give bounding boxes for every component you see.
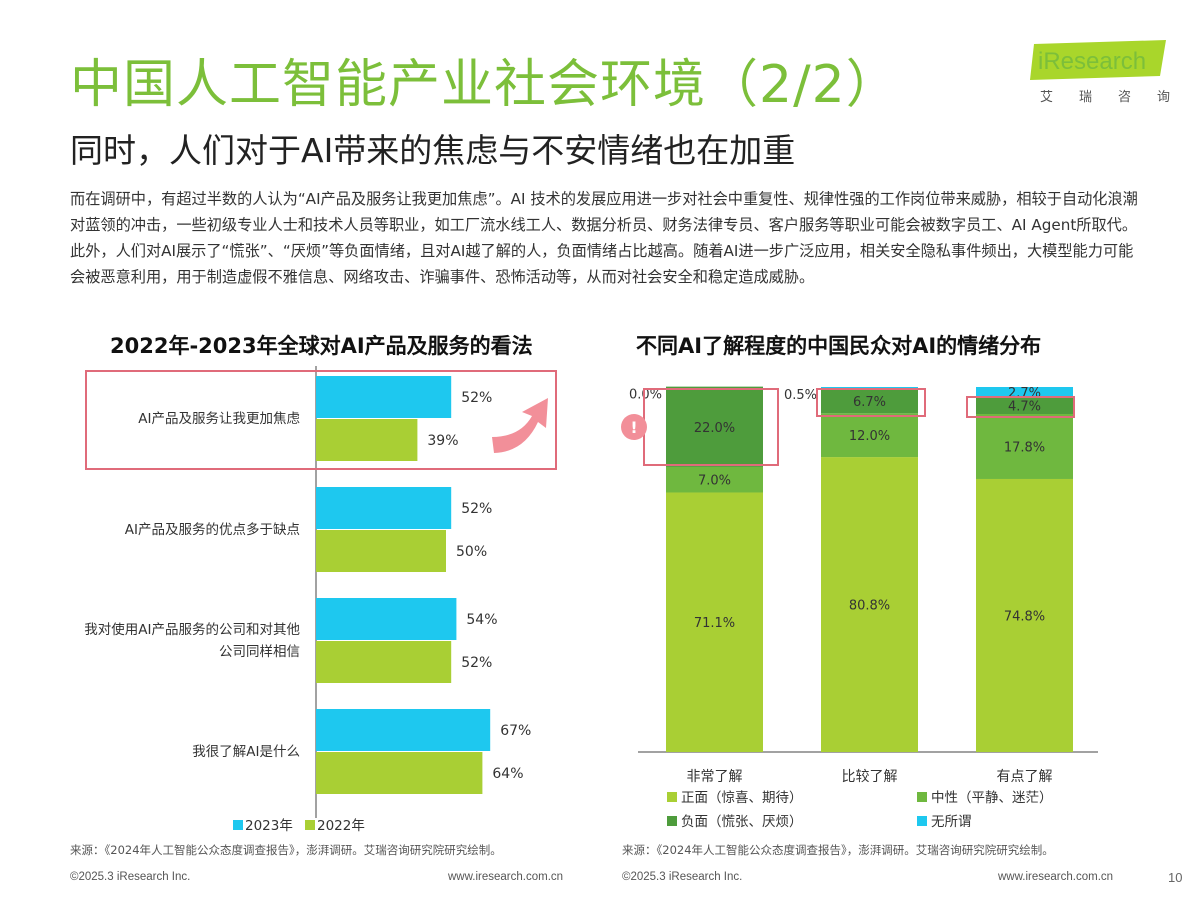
legend-swatch (667, 816, 677, 826)
footer-copyright-left: ©2025.3 iResearch Inc. (70, 871, 191, 883)
bar-2023 (316, 709, 491, 751)
right-chart-title: 不同AI了解程度的中国民众对AI的情绪分布 (636, 334, 1042, 358)
logo-word: iResearch (1038, 48, 1147, 75)
footer-copyright-right: ©2025.3 iResearch Inc. (622, 871, 743, 883)
legend-label: 2023年 (245, 818, 293, 834)
bar-value-label: 52% (461, 501, 492, 517)
segment-value-label: 74.8% (1004, 609, 1045, 624)
highlight-box (966, 396, 1075, 418)
stack-segment (821, 387, 918, 389)
stack-segment (821, 457, 918, 752)
warning-icon (621, 414, 647, 440)
legend-label: 正面（惊喜、期待） (681, 790, 803, 806)
bar-2022 (316, 752, 483, 794)
segment-value-label: 17.8% (1004, 440, 1045, 455)
segment-value-label: 7.0% (698, 474, 731, 489)
page-title: 中国人工智能产业社会环境（2/2） (70, 55, 899, 115)
footer-site-left: www.iresearch.com.cn (448, 871, 564, 883)
legend-label: 中性（平静、迷茫） (931, 790, 1053, 806)
legend-swatch (305, 820, 315, 830)
bar-value-label: 52% (461, 390, 492, 406)
intro-paragraph: 而在调研中，有超过半数的人认为“AI产品及服务让我更加焦虑”。AI 技术的发展应… (70, 190, 1138, 286)
legend-label: 负面（慌张、厌烦） (681, 814, 803, 830)
stack-segment (666, 466, 763, 493)
stack-segment (821, 413, 918, 458)
bar-2022 (316, 641, 452, 683)
category-label: AI产品及服务的优点多于缺点 (125, 521, 300, 538)
legend-label: 2022年 (317, 818, 365, 834)
segment-value-label: 2.7% (1008, 386, 1041, 401)
left-source-note: 来源：《2024年人工智能公众态度调查报告》，澎湃调研。艾瑞咨询研究院研究绘制。 (70, 843, 502, 857)
highlight-arrow (492, 398, 548, 453)
stack-segment (976, 387, 1073, 397)
stack-segment (666, 492, 763, 752)
page-number: 10 (1168, 870, 1183, 885)
bar-2023 (316, 376, 452, 418)
segment-value-label: 12.0% (849, 429, 890, 444)
category-label: 公司同样相信 (219, 644, 300, 660)
bar-value-label: 50% (456, 544, 487, 560)
category-label: 非常了解 (687, 769, 743, 785)
left-chart-title: 2022年-2023年全球对AI产品及服务的看法 (110, 334, 533, 358)
footer-site-right: www.iresearch.com.cn (998, 871, 1114, 883)
bar-value-label: 67% (500, 723, 531, 739)
stack-segment (976, 478, 1073, 752)
segment-value-label: 4.7% (1008, 399, 1041, 414)
bar-value-label: 52% (461, 655, 492, 671)
stack-segment (976, 396, 1073, 415)
category-label: AI产品及服务让我更加焦虑 (138, 411, 300, 427)
legend-swatch (233, 820, 243, 830)
stack-segment (976, 414, 1073, 479)
segment-value-label: 71.1% (694, 616, 735, 631)
bar-2023 (316, 598, 457, 640)
bar-2022 (316, 530, 446, 572)
bar-value-label: 39% (427, 433, 458, 449)
highlight-box (85, 370, 557, 470)
category-label: 有点了解 (997, 769, 1053, 785)
category-label: 我很了解AI是什么 (192, 744, 300, 760)
bar-2022 (316, 419, 418, 461)
category-label: 我对使用AI产品服务的公司和对其他 (84, 621, 300, 638)
bar-value-label: 54% (466, 612, 497, 628)
stack-segment (666, 386, 763, 467)
left-bar-chart: AI产品及服务让我更加焦虑 52% 39% AI产品及服务的优点多于缺点 52% 50% 我… (84, 366, 557, 834)
logo-badge (1030, 40, 1166, 80)
legend-swatch (917, 792, 927, 802)
stack-segment (821, 388, 918, 414)
segment-value-label: 0.5% (784, 388, 817, 403)
legend-label: 无所谓 (931, 814, 972, 830)
highlight-box (816, 388, 926, 417)
segment-value-label: 0.0% (629, 388, 662, 403)
segment-value-label: 6.7% (853, 395, 886, 410)
segment-value-label: 80.8% (849, 599, 890, 614)
legend-swatch (667, 792, 677, 802)
iresearch-logo: iResearch 艾瑞咨询 (1030, 40, 1170, 110)
warning-icon-glyph: ! (630, 418, 637, 437)
category-label: 比较了解 (842, 769, 898, 785)
logo-chinese: 艾瑞咨询 (1040, 90, 1197, 105)
segment-value-label: 22.0% (694, 421, 735, 436)
legend-swatch (917, 816, 927, 826)
page-subtitle: 同时，人们对于AI带来的焦虑与不安情绪也在加重 (70, 131, 796, 170)
bar-value-label: 64% (492, 766, 523, 782)
bar-2023 (316, 487, 452, 529)
right-source-note: 来源：《2024年人工智能公众态度调查报告》，澎湃调研。艾瑞咨询研究院研究绘制。 (622, 843, 1054, 857)
